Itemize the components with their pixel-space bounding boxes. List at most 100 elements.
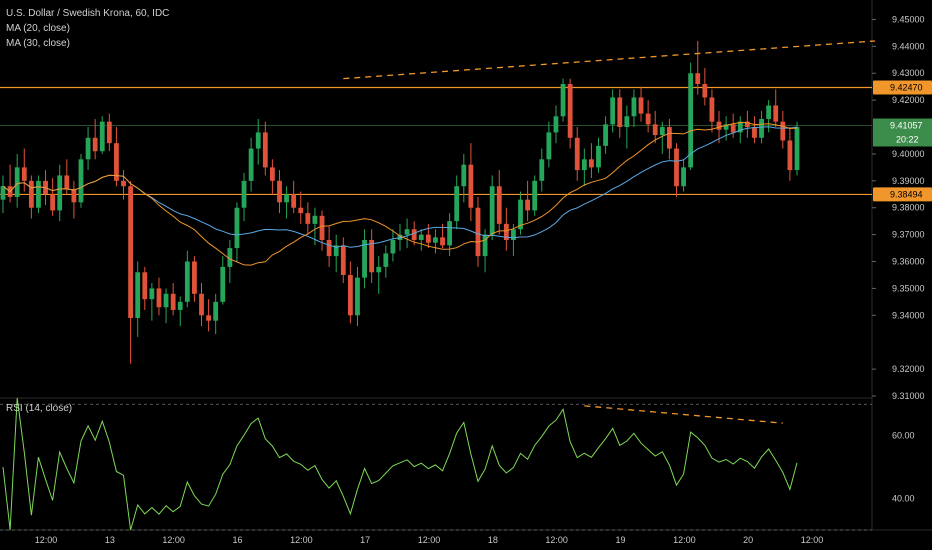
- candle-body: [128, 186, 134, 318]
- candle-body: [362, 240, 367, 278]
- candle-body: [355, 277, 360, 316]
- candle-body: [326, 240, 332, 257]
- candle-body: [21, 167, 27, 181]
- candle-body: [737, 121, 743, 133]
- candle-body: [681, 167, 686, 187]
- price-tick-label: 9.34000: [892, 310, 925, 320]
- price-tick-label: 9.45000: [892, 14, 925, 24]
- candle-body: [482, 234, 488, 257]
- ma20-line: [2, 121, 798, 266]
- candle-body: [163, 293, 169, 308]
- candle-body: [149, 288, 155, 300]
- time-tick-label: 12:00: [162, 535, 185, 545]
- price-tick-label: 9.36000: [892, 257, 925, 267]
- price-tick-label: 9.42000: [892, 95, 925, 105]
- candle-body: [397, 234, 403, 240]
- candle-body: [780, 121, 786, 141]
- candle-body: [666, 127, 672, 149]
- time-tick-label: 12:00: [35, 535, 58, 545]
- candle-body: [617, 97, 623, 128]
- candle-body: [475, 207, 481, 257]
- candle-body: [206, 315, 211, 321]
- price-tick-label: 9.37000: [892, 230, 925, 240]
- candle-body: [184, 261, 190, 302]
- candle-body: [652, 124, 658, 136]
- candle-body: [248, 148, 254, 181]
- current-price-label: 9.41057: [890, 121, 923, 131]
- candle-body: [624, 116, 630, 128]
- candle-body: [312, 215, 318, 224]
- candle-body: [369, 240, 375, 273]
- level-price-label: 9.38494: [890, 189, 923, 199]
- rsi-tick-label: 40.00: [892, 494, 915, 504]
- candle-body: [695, 73, 701, 84]
- candle-body: [28, 180, 34, 208]
- ma30-legend: MA (30, close): [6, 38, 70, 49]
- candle-body: [64, 175, 70, 189]
- candle-body: [723, 124, 729, 130]
- rsi-legend: RSI (14, close): [6, 401, 72, 416]
- candle-body: [603, 124, 608, 146]
- rsi-line: [2, 397, 798, 531]
- candle-body: [773, 105, 779, 122]
- candle-body: [277, 180, 282, 203]
- candle-body: [262, 132, 268, 168]
- candle-body: [170, 293, 176, 310]
- price-tick-label: 9.31000: [892, 391, 925, 401]
- time-tick-label: 16: [232, 535, 242, 545]
- candle-body: [291, 194, 297, 208]
- candle-body: [581, 159, 587, 171]
- candle-body: [532, 180, 538, 211]
- time-tick-label: 12:00: [801, 535, 824, 545]
- candle-body: [269, 167, 275, 181]
- candle-body: [404, 229, 410, 235]
- candle-body: [553, 116, 559, 133]
- candle-body: [518, 199, 523, 230]
- candle-body: [78, 159, 84, 203]
- candle-body: [610, 97, 616, 125]
- candle-body: [659, 127, 665, 136]
- price-tick-label: 9.44000: [892, 41, 925, 51]
- candle-body: [645, 113, 651, 125]
- candle-body: [589, 159, 594, 168]
- candle-body: [730, 124, 736, 133]
- candle-body: [709, 97, 715, 122]
- candle-body: [135, 272, 141, 318]
- time-tick-label: 20: [743, 535, 753, 545]
- candle-body: [305, 213, 311, 224]
- level-price-label: 9.42470: [890, 82, 923, 92]
- level-price-badge: [873, 187, 932, 202]
- candle-body: [752, 127, 757, 138]
- candle-body: [638, 97, 644, 114]
- price-legend: U.S. Dollar / Swedish Krona, 60, IDC MA …: [6, 6, 169, 51]
- candle-body: [596, 145, 601, 168]
- candle-body: [688, 73, 694, 168]
- candle-body: [192, 261, 197, 294]
- time-tick-label: 18: [488, 535, 498, 545]
- price-tick-label: 9.39000: [892, 176, 925, 186]
- candle-body: [114, 143, 119, 181]
- time-tick-label: 12:00: [290, 535, 313, 545]
- ma20-legend: MA (20, close): [6, 23, 70, 34]
- candle-body: [766, 105, 772, 119]
- time-tick-label: 17: [360, 535, 370, 545]
- candle-body: [85, 137, 91, 160]
- candle-body: [298, 207, 304, 214]
- countdown-label: 20:22: [896, 135, 919, 145]
- candle-body: [503, 223, 509, 240]
- candle-body: [567, 84, 573, 138]
- candle-body: [468, 164, 474, 208]
- candle-body: [71, 188, 77, 203]
- current-price-badge: [873, 118, 932, 133]
- candle-body: [177, 301, 183, 310]
- candle-body: [199, 293, 204, 316]
- price-tick-label: 9.43000: [892, 68, 925, 78]
- price-tick-label: 9.32000: [892, 364, 925, 374]
- time-tick-label: 12:00: [673, 535, 696, 545]
- candle-body: [461, 164, 467, 187]
- candle-body: [234, 207, 240, 249]
- candle-body: [418, 234, 424, 240]
- candle-body: [227, 248, 233, 267]
- candle-body: [333, 245, 339, 257]
